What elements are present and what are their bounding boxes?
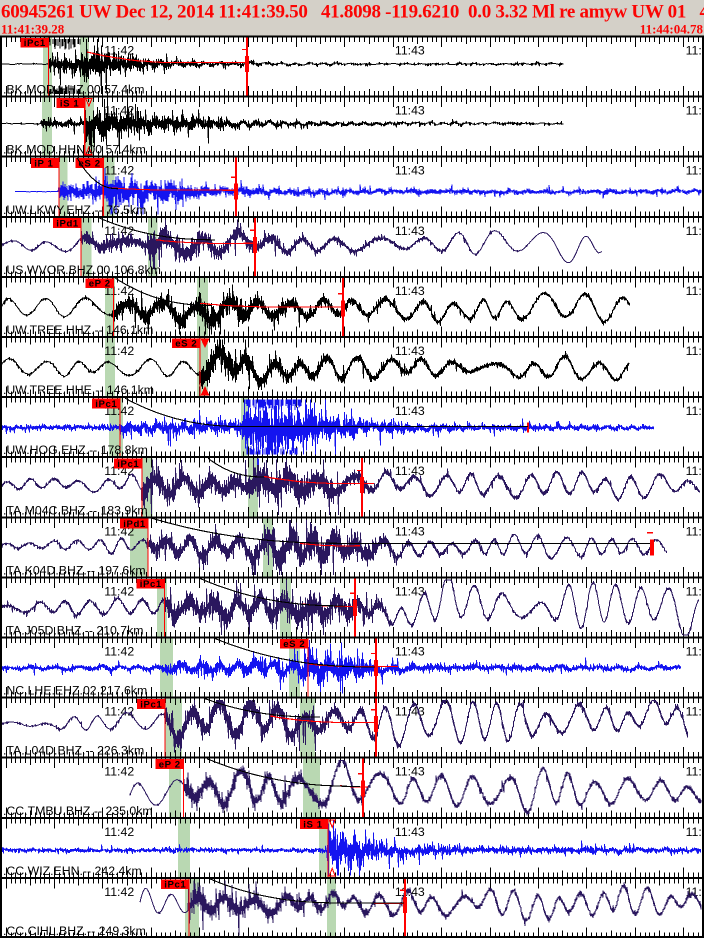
svg-text:11:44: 11:44 [686, 284, 704, 298]
svg-text:.US.WVOR.BHZ.00 106.8km: .US.WVOR.BHZ.00 106.8km [3, 263, 161, 277]
svg-text:.TA.J05D.BHZ.-- 210.7km: .TA.J05D.BHZ.-- 210.7km [3, 624, 144, 638]
svg-text:iPc1: iPc1 [140, 699, 162, 710]
svg-text:.TA.M04C.BHZ.-- 183.9km: .TA.M04C.BHZ.-- 183.9km [3, 503, 148, 517]
svg-text:11:43: 11:43 [395, 524, 425, 538]
svg-text:11:43: 11:43 [395, 464, 425, 478]
svg-text:iPc1: iPc1 [164, 880, 186, 891]
svg-text:11:41:39.28: 11:41:39.28 [1, 22, 65, 37]
svg-text:11:44: 11:44 [686, 44, 704, 58]
svg-text:11:44: 11:44 [686, 404, 704, 418]
svg-text:11:44: 11:44 [686, 825, 704, 839]
svg-text:11:42: 11:42 [104, 584, 134, 598]
svg-text:11:44: 11:44 [686, 524, 704, 538]
svg-text:eS 2: eS 2 [79, 158, 101, 169]
svg-text:11:42: 11:42 [104, 705, 134, 719]
svg-text:iPc1: iPc1 [140, 579, 162, 590]
svg-text:11:42: 11:42 [104, 825, 134, 839]
svg-text:11:44: 11:44 [686, 584, 704, 598]
svg-text:11:44: 11:44 [686, 645, 704, 659]
svg-text:11:42: 11:42 [104, 104, 134, 118]
svg-text:11:43: 11:43 [395, 765, 425, 779]
svg-text:.CC.WIZ.EHN.-- 242.4km: .CC.WIZ.EHN.-- 242.4km [3, 864, 142, 878]
svg-text:iPc1: iPc1 [117, 459, 139, 470]
svg-text:.BK.MOD.HHZ.00 57.4km: .BK.MOD.HHZ.00 57.4km [3, 83, 144, 97]
svg-text:.UW.LKWY.EHZ.-- 76.5km: .UW.LKWY.EHZ.-- 76.5km [3, 203, 146, 217]
svg-text:iS 1: iS 1 [303, 820, 323, 831]
svg-text:.UW.HOG.EHZ.-- 178.8km: .UW.HOG.EHZ.-- 178.8km [3, 443, 148, 457]
svg-text:.BK.MOD.HHN.00 57.4km: .BK.MOD.HHN.00 57.4km [3, 143, 146, 157]
svg-text:iPd1: iPd1 [56, 219, 79, 230]
svg-text:11:44: 11:44 [686, 224, 704, 238]
svg-text:11:44:04.78: 11:44:04.78 [640, 22, 704, 37]
svg-text:11:42: 11:42 [104, 645, 134, 659]
svg-text:11:43: 11:43 [395, 164, 425, 178]
svg-text:11:43: 11:43 [395, 584, 425, 598]
svg-text:iPc1: iPc1 [95, 399, 117, 410]
svg-text:11:42: 11:42 [104, 164, 134, 178]
svg-text:11:43: 11:43 [395, 284, 425, 298]
svg-text:11:44: 11:44 [686, 765, 704, 779]
svg-text:11:42: 11:42 [104, 224, 134, 238]
svg-text:.UW.TREE.HHE.-- 146.1km: .UW.TREE.HHE.-- 146.1km [3, 383, 154, 397]
svg-text:11:43: 11:43 [395, 825, 425, 839]
svg-text:.NC.LHE.EHZ.02 217.6km: .NC.LHE.EHZ.02 217.6km [3, 684, 147, 698]
svg-text:11:43: 11:43 [395, 104, 425, 118]
svg-text:.TA.K04D.BHZ.-- 197.6km: .TA.K04D.BHZ.-- 197.6km [3, 563, 146, 577]
svg-text:eS 2: eS 2 [175, 339, 197, 350]
svg-text:eP 2: eP 2 [89, 279, 111, 290]
svg-text:11:43: 11:43 [395, 645, 425, 659]
svg-text:11:44: 11:44 [686, 104, 704, 118]
svg-text:.TA.L04D.BHZ.-- 226.3km: .TA.L04D.BHZ.-- 226.3km [3, 744, 144, 758]
svg-text:11:42: 11:42 [104, 44, 134, 58]
svg-text:.UW.TREE.HHZ.-- 146.1km: .UW.TREE.HHZ.-- 146.1km [3, 323, 153, 337]
svg-text:eP 2: eP 2 [159, 759, 181, 770]
svg-text:.CC.TMBU.BHZ.-- 235.0km: .CC.TMBU.BHZ.-- 235.0km [3, 804, 153, 818]
svg-text:11:44: 11:44 [686, 464, 704, 478]
svg-text:11:42: 11:42 [104, 344, 134, 358]
svg-text:11:42: 11:42 [104, 885, 134, 899]
svg-text:11:44: 11:44 [686, 344, 704, 358]
svg-text:eS 2: eS 2 [283, 639, 305, 650]
svg-text:11:44: 11:44 [686, 705, 704, 719]
svg-text:11:44: 11:44 [686, 164, 704, 178]
svg-text:.CC.CIHL.BHZ.-- 249.3km: .CC.CIHL.BHZ.-- 249.3km [3, 924, 146, 938]
svg-text:11:42: 11:42 [104, 765, 134, 779]
svg-text:iPc1: iPc1 [24, 38, 46, 49]
svg-text:iP 1: iP 1 [34, 158, 53, 169]
svg-text:iS 1: iS 1 [60, 98, 80, 109]
svg-text:11:43: 11:43 [395, 404, 425, 418]
svg-text:11:43: 11:43 [395, 344, 425, 358]
svg-text:11:43: 11:43 [395, 224, 425, 238]
svg-text:60945261 UW Dec 12, 2014 11:41: 60945261 UW Dec 12, 2014 11:41:39.50 41.… [1, 2, 704, 23]
svg-text:iPd1: iPd1 [123, 519, 146, 530]
svg-text:11:43: 11:43 [395, 44, 425, 58]
